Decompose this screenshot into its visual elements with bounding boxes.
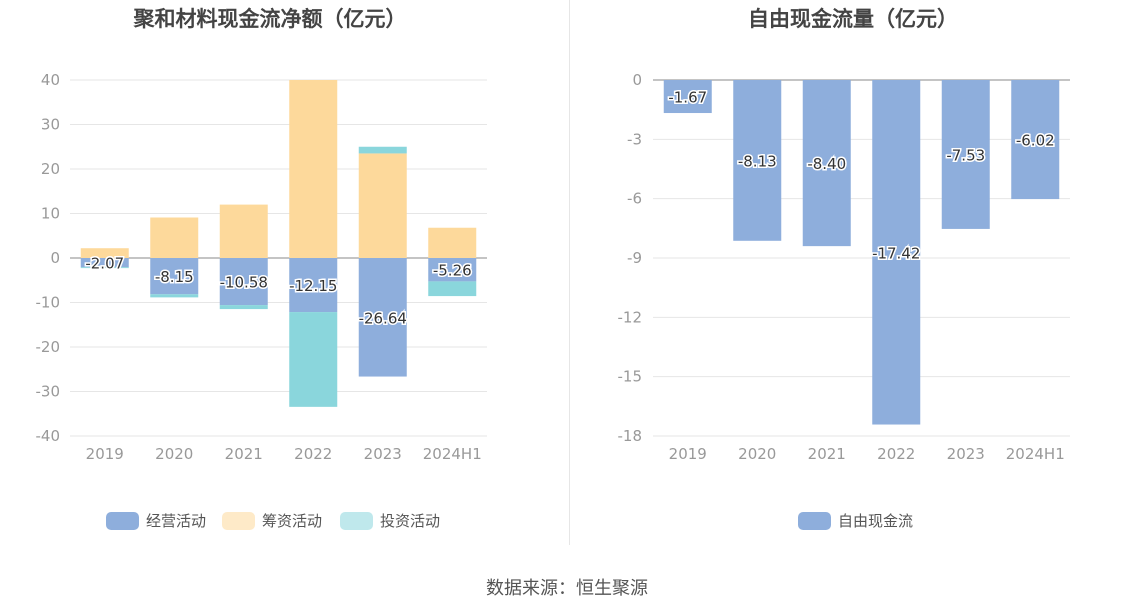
chart-1-ytick-label: -6 — [627, 190, 642, 208]
chart-0-bar-投资活动-2019 — [80, 267, 129, 269]
chart-0-bar-筹资活动-2019 — [80, 248, 129, 258]
chart-1-bar-2023 — [941, 80, 990, 229]
chart-1-legend-swatch — [798, 512, 831, 530]
chart-0-legend-swatch — [340, 512, 373, 530]
chart-1-data-label: -8.13 — [738, 152, 777, 170]
chart-0-xtick-label: 2023 — [364, 445, 402, 463]
chart-1-legend-label: 自由现金流 — [838, 512, 913, 530]
chart-1-xtick-label: 2020 — [738, 445, 776, 463]
chart-0-ytick-label: 10 — [41, 205, 60, 223]
chart-1-ytick-label: -12 — [618, 308, 643, 326]
chart-1-xtick-label: 2019 — [669, 445, 707, 463]
chart-1-data-label: -6.02 — [1016, 132, 1055, 150]
chart-0-bar-投资活动-2020 — [150, 294, 199, 298]
chart-0-bar-投资活动-2022 — [289, 312, 338, 407]
chart-1-ytick-label: -18 — [618, 427, 643, 445]
chart-1-ytick-label: -9 — [627, 249, 642, 267]
chart-0-ytick-label: 30 — [41, 116, 60, 134]
chart-1-title: 自由现金流量（亿元） — [748, 7, 958, 31]
chart-0-ytick-label: -40 — [36, 427, 61, 445]
chart-0-xtick-label: 2020 — [155, 445, 193, 463]
chart-0-bar-投资活动-2021 — [219, 305, 268, 310]
chart-0-legend-label: 筹资活动 — [262, 512, 322, 530]
panel-divider — [569, 0, 570, 545]
chart-1-xtick-label: 2021 — [808, 445, 846, 463]
chart-0-data-label: -2.07 — [85, 255, 124, 273]
chart-0-bar-经营活动-2019 — [80, 258, 129, 268]
chart-0-bar-筹资活动-2023 — [358, 153, 407, 258]
chart-0-data-label: -8.15 — [155, 268, 194, 286]
chart-1-xtick-label: 2022 — [877, 445, 915, 463]
chart-0-bar-筹资活动-2024H1 — [428, 227, 477, 258]
chart-0-xtick-label: 2019 — [86, 445, 124, 463]
chart-0-xtick-label: 2024H1 — [423, 445, 482, 463]
chart-1-bar-2024H1 — [1011, 80, 1060, 200]
chart-1-bar-2019 — [663, 80, 712, 114]
chart-0-data-label: -5.26 — [433, 262, 472, 280]
chart-0-bar-经营活动-2024H1 — [428, 258, 477, 282]
chart-0-bar-投资活动-2024H1 — [428, 281, 477, 297]
chart-1-ytick-label: -15 — [618, 368, 643, 386]
chart-1-data-label: -8.40 — [807, 155, 846, 173]
chart-1-data-label: -7.53 — [946, 146, 985, 164]
chart-0-xtick-label: 2021 — [225, 445, 263, 463]
chart-0-ytick-label: -30 — [36, 383, 61, 401]
chart-0-bar-经营活动-2022 — [289, 258, 338, 313]
chart-0-bar-经营活动-2021 — [219, 258, 268, 306]
data-source-label: 数据来源：恒生聚源 — [486, 578, 648, 599]
chart-1-ytick-label: 0 — [632, 71, 642, 89]
chart-0-title: 聚和材料现金流净额（亿元） — [133, 7, 407, 31]
chart-1-ytick-label: -3 — [627, 130, 642, 148]
chart-0-ytick-label: 0 — [50, 249, 60, 267]
chart-0-ytick-label: -20 — [36, 338, 61, 356]
chart-1-data-label: -1.67 — [668, 89, 707, 107]
chart-0-data-label: -26.64 — [359, 309, 407, 327]
chart-0-bar-筹资活动-2021 — [219, 204, 268, 258]
chart-1-bar-2020 — [733, 80, 782, 241]
chart-0-legend-swatch — [106, 512, 139, 530]
chart-0-xtick-label: 2022 — [294, 445, 332, 463]
chart-0-data-label: -12.15 — [289, 277, 337, 295]
chart-0-bar-筹资活动-2020 — [150, 217, 199, 258]
chart-0-legend-swatch — [222, 512, 255, 530]
chart-1-xtick-label: 2023 — [947, 445, 985, 463]
chart-0-bar-经营活动-2023 — [358, 258, 407, 377]
chart-0-data-label: -10.58 — [220, 274, 268, 292]
chart-0-ytick-label: 40 — [41, 71, 60, 89]
chart-0-legend-label: 经营活动 — [146, 512, 206, 530]
chart-0-legend-label: 投资活动 — [380, 512, 440, 530]
chart-1-bar-2022 — [872, 80, 921, 425]
chart-0-ytick-label: -10 — [36, 294, 61, 312]
chart-0-bar-经营活动-2020 — [150, 258, 199, 295]
chart-1-bar-2021 — [802, 80, 851, 247]
chart-1-data-label: -17.42 — [872, 244, 920, 262]
chart-0-ytick-label: 20 — [41, 160, 60, 178]
chart-0-bar-投资活动-2023 — [358, 146, 407, 154]
chart-0-bar-筹资活动-2022 — [289, 80, 338, 258]
chart-1-xtick-label: 2024H1 — [1006, 445, 1065, 463]
